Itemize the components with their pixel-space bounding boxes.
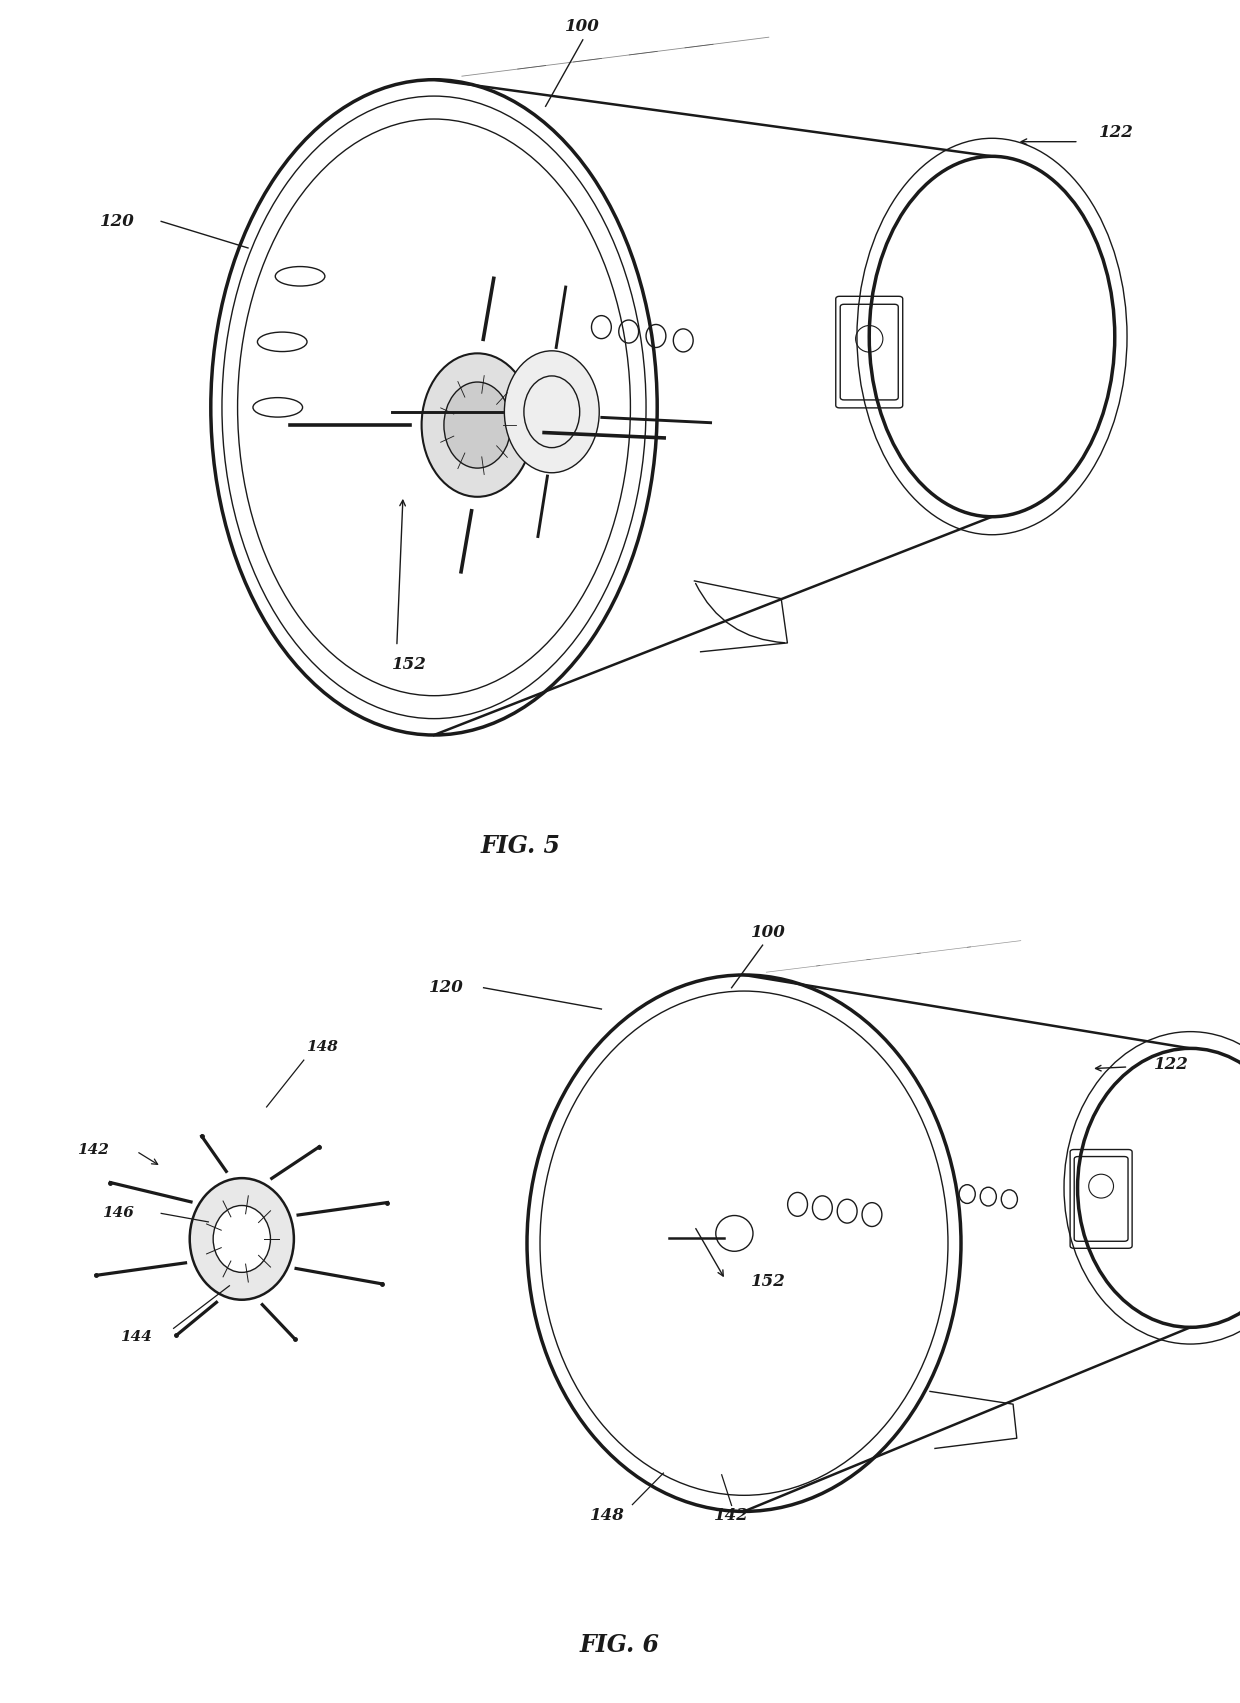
Ellipse shape [444, 381, 511, 468]
Ellipse shape [190, 1178, 294, 1299]
Ellipse shape [505, 351, 599, 473]
Ellipse shape [213, 1206, 270, 1272]
Text: 152: 152 [392, 656, 427, 673]
Text: 122: 122 [1154, 1056, 1189, 1073]
Text: 144: 144 [120, 1330, 153, 1344]
Text: 142: 142 [714, 1507, 749, 1524]
Text: 120: 120 [100, 213, 135, 230]
Text: 100: 100 [565, 19, 600, 36]
Text: 148: 148 [590, 1507, 625, 1524]
Text: 142: 142 [77, 1143, 109, 1156]
Text: 120: 120 [429, 979, 464, 996]
FancyArrowPatch shape [696, 584, 785, 642]
Ellipse shape [422, 353, 533, 497]
Text: 152: 152 [751, 1274, 786, 1289]
Text: FIG. 6: FIG. 6 [580, 1633, 660, 1657]
Text: 148: 148 [306, 1041, 339, 1054]
Text: 122: 122 [1099, 124, 1133, 141]
Text: 100: 100 [751, 925, 786, 940]
Text: 146: 146 [102, 1206, 134, 1221]
Text: FIG. 5: FIG. 5 [481, 834, 560, 858]
